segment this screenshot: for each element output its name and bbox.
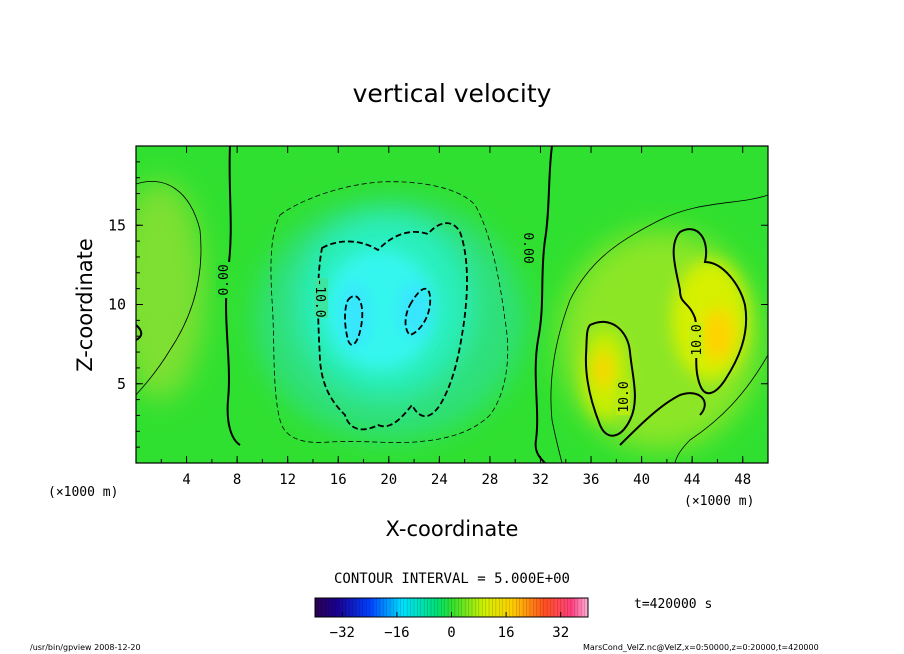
x-axis-label: X-coordinate: [386, 517, 519, 541]
x-tick-label: 20: [380, 472, 397, 488]
contour-label: 0.00: [217, 264, 232, 295]
contour-label: 0.00: [520, 232, 535, 263]
colorbar-stripes: [318, 598, 585, 617]
colorbar-tick-label: 32: [552, 625, 569, 641]
contour-label: -10.0: [312, 278, 327, 317]
x-tick-label: 12: [279, 472, 296, 488]
footer-right: MarsCond_VelZ.nc@VelZ,x=0:50000,z=0:2000…: [583, 643, 819, 652]
x-tick-label: 4: [182, 472, 190, 488]
colorbar-tick-label: 0: [447, 625, 455, 641]
contours-thick: [136, 146, 748, 463]
y-tick-label: 15: [108, 216, 126, 234]
contours-thick-negative: [317, 222, 468, 431]
footer-left: /usr/bin/gpview 2008-12-20: [30, 643, 141, 652]
x-tick-label: 48: [734, 472, 751, 488]
x-tick-label: 44: [684, 472, 701, 488]
x-unit-left: (×1000 m): [48, 485, 118, 500]
colorbar-tick-label: −16: [384, 625, 409, 641]
x-tick-label: 36: [583, 472, 600, 488]
x-axis: 4 8 12 16 20 24 28 32 36 40 44 48: [160, 146, 751, 488]
field-updraft-center-core: [594, 352, 612, 388]
contour-labels: 0.00 -10.0 0.00 10.0 10.0: [216, 230, 705, 415]
contours-thin-positive: [136, 181, 768, 463]
colorbar-ticks: −32 −16 0 16 32: [330, 612, 569, 641]
y-tick-label: 5: [117, 375, 126, 393]
contour-interval-text: CONTOUR INTERVAL = 5.000E+00: [334, 571, 570, 587]
x-tick-label: 16: [330, 472, 347, 488]
colorbar-tick-label: 16: [498, 625, 515, 641]
y-axis-label: Z-coordinate: [73, 238, 97, 372]
x-tick-label: 32: [532, 472, 549, 488]
x-tick-label: 8: [233, 472, 241, 488]
field-updraft-east-core: [702, 309, 734, 361]
x-tick-label: 24: [431, 472, 448, 488]
colorbar: [315, 598, 588, 617]
y-axis: 5 10 15: [108, 161, 768, 448]
x-tick-label: 28: [481, 472, 498, 488]
chart-title: vertical velocity: [353, 79, 552, 108]
contour-label: 10.0: [617, 381, 632, 412]
plot-area: 0.00 -10.0 0.00 10.0 10.0: [136, 146, 768, 463]
y-tick-label: 10: [108, 296, 126, 314]
colorbar-tick-label: −32: [330, 625, 355, 641]
contour-label: 10.0: [690, 324, 705, 355]
x-unit-right: (×1000 m): [684, 494, 754, 509]
field-downdraft-core-right: [399, 282, 431, 338]
time-label: t=420000 s: [634, 597, 712, 612]
field-left-updraft: [136, 180, 205, 400]
x-tick-label: 40: [633, 472, 650, 488]
